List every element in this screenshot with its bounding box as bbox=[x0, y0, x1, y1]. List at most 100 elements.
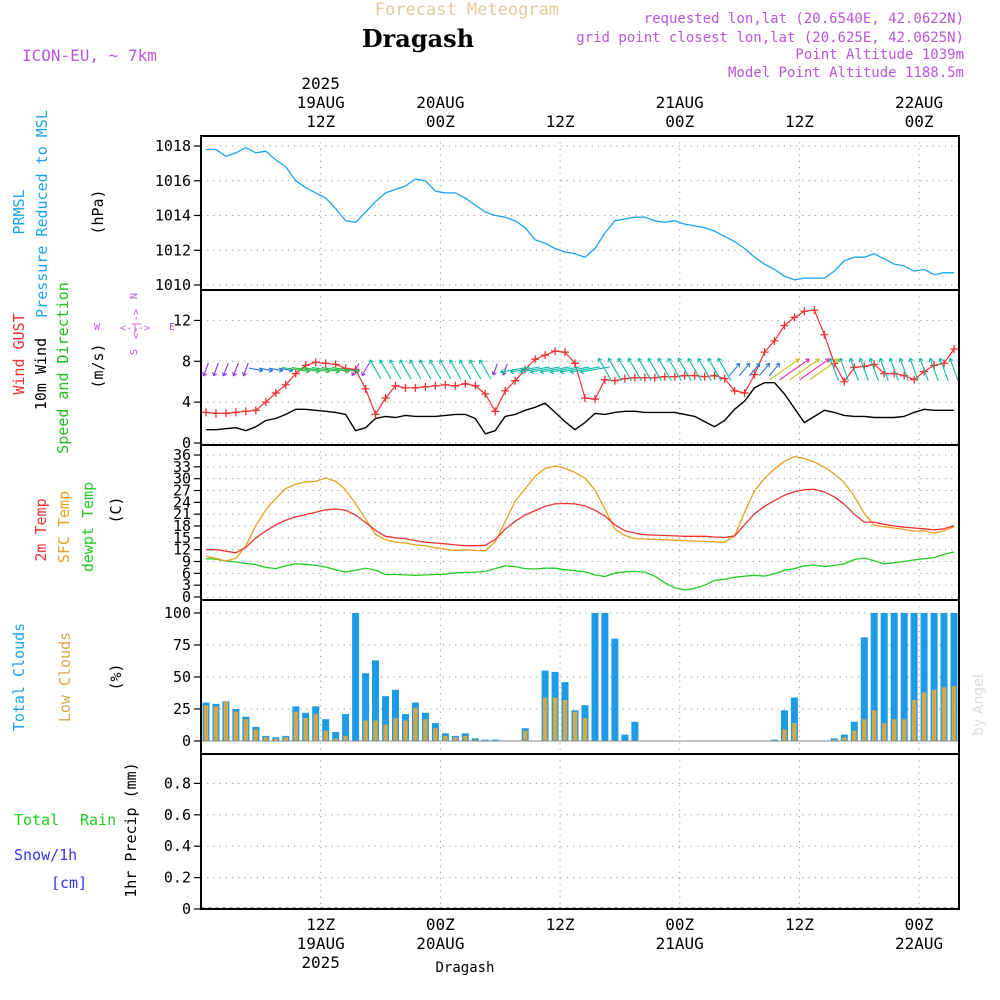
gust-marker bbox=[571, 359, 580, 368]
gust-marker bbox=[610, 376, 619, 385]
wind-direction-arrow bbox=[530, 366, 560, 373]
wind-direction-arrow bbox=[949, 358, 959, 381]
wind-direction-arrowhead bbox=[361, 371, 366, 376]
gust-marker bbox=[780, 321, 789, 330]
low-clouds-bar bbox=[203, 705, 209, 741]
gust-marker bbox=[261, 398, 270, 407]
gust-marker bbox=[820, 330, 829, 339]
wind-direction-arrow bbox=[919, 358, 929, 381]
gust-marker bbox=[251, 406, 260, 415]
wind-direction-arrow bbox=[909, 358, 919, 381]
compass-ew-arrows: <-|-> bbox=[120, 323, 150, 334]
sfc-temp-line bbox=[205, 455, 955, 562]
gust-marker bbox=[740, 388, 749, 397]
wind-direction-arrow bbox=[258, 367, 273, 372]
gust-marker bbox=[650, 373, 659, 382]
precip-axis-label: 1hr Precip (mm) bbox=[122, 762, 140, 897]
time-label: 19AUG bbox=[297, 934, 345, 953]
time-label: 2025 bbox=[301, 953, 340, 972]
wind-direction-arrow bbox=[500, 366, 530, 373]
total-clouds-bar bbox=[950, 613, 958, 741]
gust-marker bbox=[710, 371, 719, 380]
gust-marker bbox=[590, 395, 599, 404]
y-tick-label: 36 bbox=[173, 446, 191, 464]
gust-marker bbox=[750, 370, 759, 379]
wind-direction-arrowhead bbox=[559, 368, 565, 375]
gust-marker bbox=[491, 407, 500, 416]
y-tick-label: 75 bbox=[173, 636, 191, 654]
time-label: 00Z bbox=[426, 915, 455, 934]
wind-direction-arrow bbox=[469, 359, 482, 380]
y-tick-label: 0 bbox=[182, 434, 191, 452]
dewpt-label: dewpt Temp bbox=[79, 482, 97, 572]
wind-direction-arrowhead bbox=[379, 359, 384, 364]
low-clouds-bar bbox=[283, 737, 288, 741]
wind-direction-arrow bbox=[389, 359, 402, 380]
wind-direction-arrow bbox=[449, 359, 462, 380]
low-clouds-bar bbox=[941, 687, 947, 741]
wind-direction-arrowhead bbox=[825, 358, 830, 364]
low-clouds-bar bbox=[473, 739, 478, 741]
gust-marker bbox=[551, 347, 560, 356]
wind-direction-arrow bbox=[540, 366, 570, 373]
wind-direction-arrowhead bbox=[637, 357, 643, 363]
y-tick-label: 0.6 bbox=[164, 806, 191, 824]
wind-unit-label: (m/s) bbox=[89, 343, 107, 388]
wind-direction-arrow bbox=[429, 359, 442, 380]
low-clouds-bar bbox=[453, 737, 458, 741]
total-clouds-bar bbox=[481, 739, 489, 741]
y-tick-label: 0 bbox=[182, 732, 191, 750]
wind-direction-arrowhead bbox=[469, 359, 474, 364]
low-clouds-bar bbox=[463, 735, 468, 741]
gust-marker bbox=[421, 382, 430, 391]
y-tick-label: 0 bbox=[182, 588, 191, 606]
low-clouds-bar bbox=[393, 718, 398, 741]
low-clouds-bar bbox=[333, 738, 338, 741]
time-label: 00Z bbox=[665, 915, 694, 934]
time-label: 12Z bbox=[306, 112, 335, 131]
wind-direction-arrowhead bbox=[627, 357, 633, 363]
wind-dir-label: Speed and Direction bbox=[54, 282, 72, 454]
wind-direction-arrowhead bbox=[355, 368, 360, 374]
low-clouds-bar bbox=[413, 707, 418, 741]
y-tick-label: 1014 bbox=[155, 207, 191, 225]
wind-direction-arrowhead bbox=[848, 357, 854, 363]
wind-direction-arrow bbox=[213, 362, 219, 377]
total-clouds-bar bbox=[621, 734, 629, 741]
precip-panel: 0 0.2 0.4 0.6 0.8 bbox=[164, 753, 960, 918]
total-clouds-bar bbox=[940, 613, 948, 741]
y-tick-label: 0.8 bbox=[164, 774, 191, 792]
wind-direction-arrow bbox=[829, 358, 839, 381]
wind-direction-arrow bbox=[321, 366, 350, 372]
wind-direction-arrowhead bbox=[858, 357, 864, 363]
y-tick-label: 100 bbox=[164, 604, 191, 622]
low-clouds-bar bbox=[872, 710, 877, 741]
wind-direction-arrow bbox=[311, 366, 340, 372]
gust-marker bbox=[441, 380, 450, 389]
model-altitude: Model Point Altitude 1188.5m bbox=[728, 65, 964, 81]
total-clouds-bar bbox=[491, 739, 499, 741]
gust-marker bbox=[640, 373, 649, 382]
gust-marker bbox=[760, 348, 769, 357]
wind-direction-arrowhead bbox=[805, 358, 810, 364]
low-clouds-bar bbox=[782, 729, 787, 741]
time-label: 00Z bbox=[665, 112, 694, 131]
wind-direction-arrow bbox=[697, 357, 712, 381]
time-label: 12Z bbox=[785, 112, 814, 131]
gust-marker bbox=[291, 369, 300, 378]
time-label: 21AUG bbox=[656, 934, 704, 953]
wind-direction-arrowhead bbox=[687, 357, 692, 363]
time-label: 00Z bbox=[905, 915, 934, 934]
requested-coords: requested lon,lat (20.6540E, 42.0622N) bbox=[644, 11, 964, 27]
total-label: Total bbox=[14, 811, 59, 829]
gust-marker bbox=[411, 383, 420, 392]
watermark: by Angel bbox=[971, 674, 987, 735]
snow-unit-label: [cm] bbox=[51, 874, 87, 892]
y-tick-label: 0 bbox=[182, 900, 191, 918]
wind-direction-arrowhead bbox=[242, 371, 248, 377]
y-tick-label: 0.2 bbox=[164, 869, 191, 887]
wind-direction-arrowhead bbox=[369, 359, 374, 364]
